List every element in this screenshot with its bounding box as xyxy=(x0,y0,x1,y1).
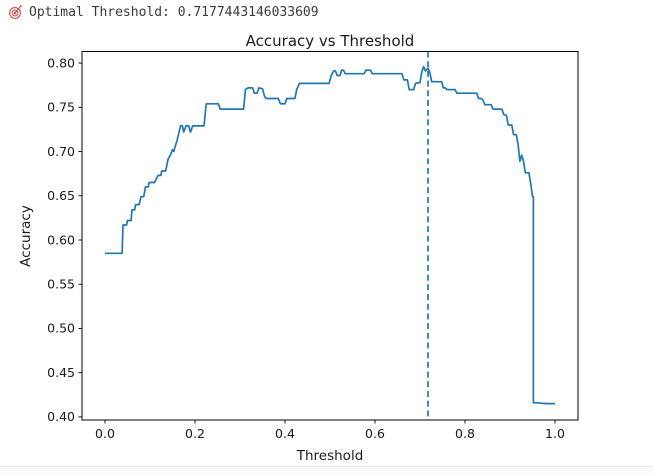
x-tick-label: 0.6 xyxy=(365,426,385,441)
x-tick-label: 0.0 xyxy=(95,426,115,441)
y-tick-label: 0.75 xyxy=(47,100,75,115)
y-tick-label: 0.45 xyxy=(47,365,75,380)
x-axis-label: Threshold xyxy=(296,448,364,464)
x-axis-tick-labels: 0.0 0.2 0.4 0.6 0.8 1.0 xyxy=(95,426,565,441)
y-tick-label: 0.50 xyxy=(47,321,75,336)
x-tick-label: 0.8 xyxy=(455,426,475,441)
y-tick-label: 0.55 xyxy=(47,277,75,292)
y-tick-label: 0.80 xyxy=(47,55,75,70)
optimal-threshold-text: Optimal Threshold: 0.7177443146033609 xyxy=(29,4,319,20)
optimal-threshold-line: Optimal Threshold: 0.7177443146033609 xyxy=(8,3,319,21)
accuracy-vs-threshold-chart: Accuracy vs Threshold 0.40 0.45 0.50 0.55 0.… xyxy=(0,20,653,467)
y-tick-label: 0.60 xyxy=(47,232,75,247)
plot-area xyxy=(81,51,579,421)
y-tick-label: 0.40 xyxy=(47,409,75,424)
x-axis-tick-marks xyxy=(104,420,556,424)
x-tick-label: 0.2 xyxy=(185,426,205,441)
y-tick-label: 0.70 xyxy=(47,144,75,159)
x-tick-label: 1.0 xyxy=(545,426,565,441)
x-tick-label: 0.4 xyxy=(275,426,295,441)
below-cell-background xyxy=(0,467,653,474)
chart-title: Accuracy vs Threshold xyxy=(246,32,415,50)
y-axis-tick-labels: 0.40 0.45 0.50 0.55 0.60 0.65 0.70 0.75 0.80 xyxy=(47,55,75,424)
cell-divider xyxy=(0,466,653,467)
y-axis-label: Accuracy xyxy=(18,205,34,267)
y-axis-tick-marks xyxy=(78,62,82,418)
target-icon xyxy=(8,4,23,20)
y-tick-label: 0.65 xyxy=(47,188,75,203)
accuracy-curve xyxy=(105,65,555,405)
